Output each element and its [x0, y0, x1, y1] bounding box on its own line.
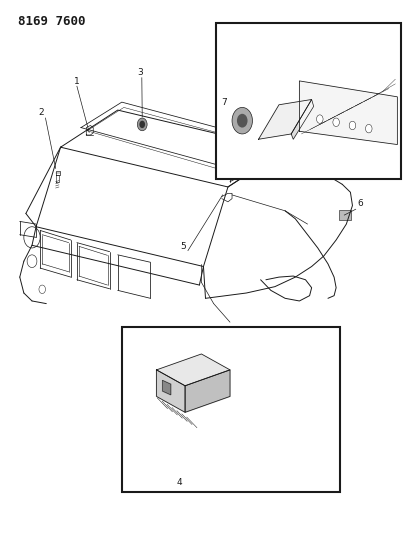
Text: 2: 2 [39, 108, 44, 117]
Circle shape [232, 108, 252, 134]
Circle shape [365, 124, 372, 133]
Bar [216, 22, 402, 179]
Polygon shape [185, 370, 230, 413]
Circle shape [137, 118, 147, 131]
Text: 3: 3 [137, 68, 143, 77]
Circle shape [237, 114, 247, 127]
Polygon shape [157, 354, 230, 386]
FancyBboxPatch shape [339, 211, 351, 220]
Text: 1: 1 [74, 77, 80, 86]
Polygon shape [157, 370, 185, 413]
Circle shape [349, 121, 356, 130]
Text: 8169 7600: 8169 7600 [18, 14, 85, 28]
Text: 5: 5 [180, 242, 186, 251]
Polygon shape [299, 81, 397, 144]
Polygon shape [291, 100, 314, 139]
Circle shape [333, 118, 339, 126]
Text: 6: 6 [357, 199, 363, 208]
Circle shape [139, 120, 145, 128]
Bar [122, 327, 340, 492]
Text: 4: 4 [176, 478, 182, 487]
Text: 7: 7 [221, 98, 227, 107]
Polygon shape [259, 100, 312, 139]
Polygon shape [163, 381, 171, 395]
Circle shape [316, 115, 323, 123]
